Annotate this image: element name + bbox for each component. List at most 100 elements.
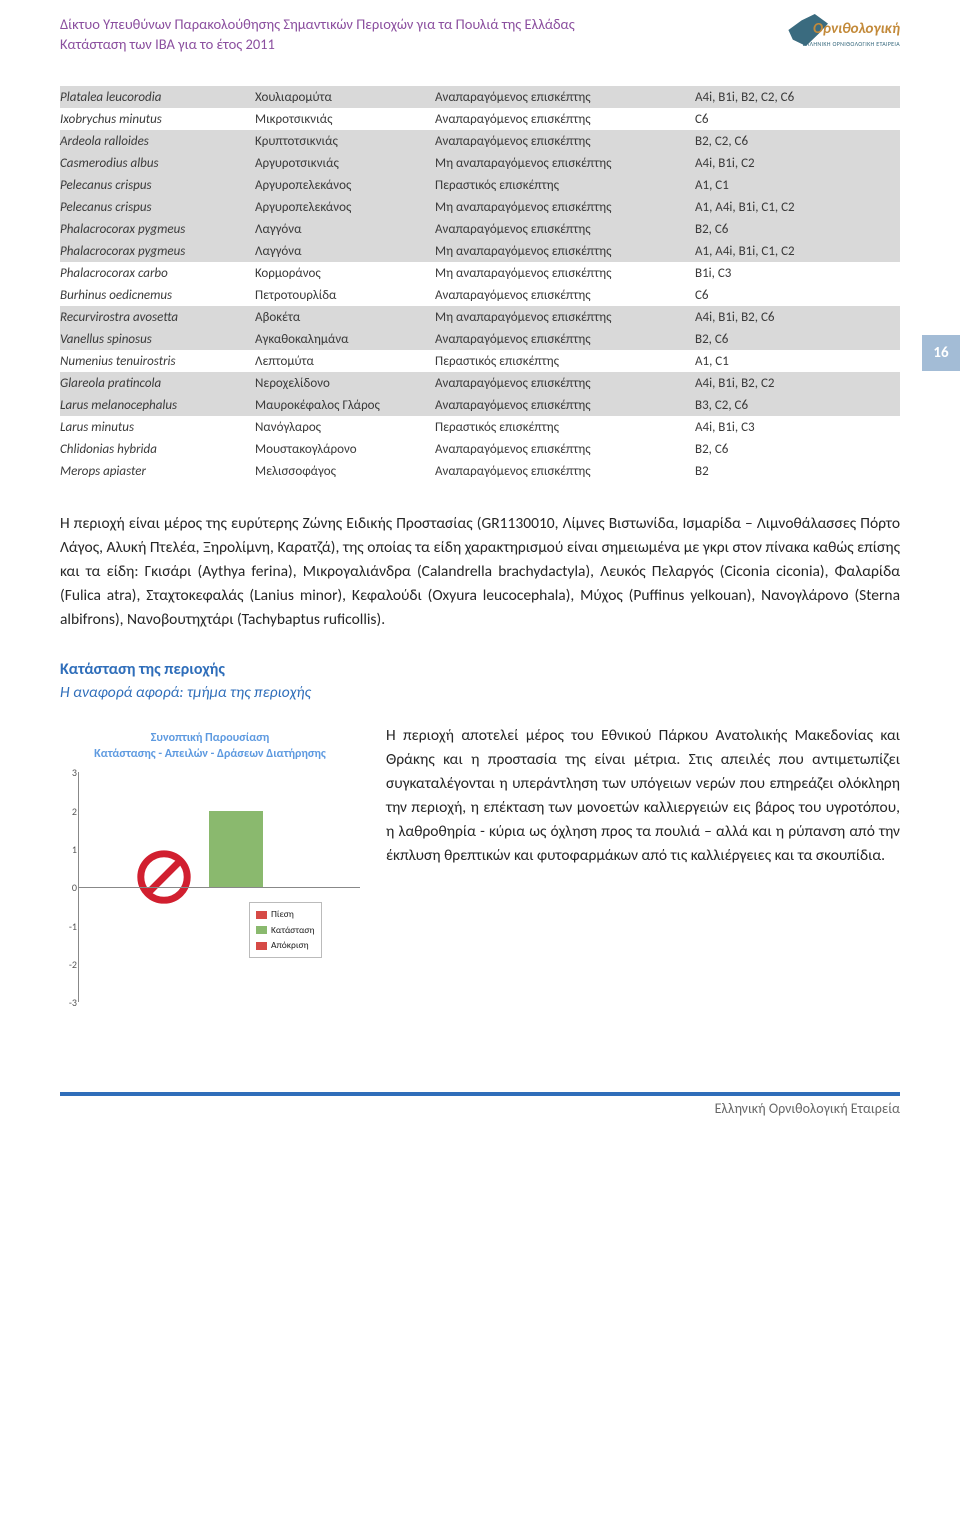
table-row: Platalea leucorodiaΧουλιαρομύταΑναπαραγό… bbox=[60, 86, 900, 108]
header-text: Δίκτυο Υπευθύνων Παρακολούθησης Σημαντικ… bbox=[60, 14, 575, 55]
cell-gr: Κορμοράνος bbox=[255, 262, 435, 284]
legend-label: Κατάσταση bbox=[271, 924, 315, 936]
cell-sci: Ixobrychus minutus bbox=[60, 108, 255, 130]
header-line-2: Κατάσταση των ΙΒΑ για το έτος 2011 bbox=[60, 34, 575, 54]
section-subheading: Η αναφορά αφορά: τμήμα της περιοχής bbox=[60, 683, 900, 702]
content: Platalea leucorodiaΧουλιαρομύταΑναπαραγό… bbox=[0, 66, 960, 1022]
cell-gr: Μελισσοφάγος bbox=[255, 460, 435, 482]
table-row: Phalacrocorax carboΚορμοράνοςΜη αναπαραγ… bbox=[60, 262, 900, 284]
cell-crit: B2, C2, C6 bbox=[695, 130, 900, 152]
legend-item: Κατάσταση bbox=[256, 923, 315, 938]
cell-crit: C6 bbox=[695, 108, 900, 130]
cell-gr: Αργυροπελεκάνος bbox=[255, 174, 435, 196]
chart-body: Πίεση Κατάσταση Απόκριση 3210-1-2-3 bbox=[78, 772, 360, 1002]
cell-gr: Αργυροπελεκάνος bbox=[255, 196, 435, 218]
cell-gr: Λαγγόνα bbox=[255, 218, 435, 240]
cell-stat: Περαστικός επισκέπτης bbox=[435, 416, 695, 438]
table-row: Pelecanus crispusΑργυροπελεκάνοςΜη αναπα… bbox=[60, 196, 900, 218]
legend-swatch bbox=[256, 942, 267, 950]
ytick-label: 1 bbox=[63, 843, 77, 856]
cell-gr: Μαυροκέφαλος Γλάρος bbox=[255, 394, 435, 416]
status-paragraph: Η περιοχή αποτελεί μέρος του Εθνικού Πάρ… bbox=[386, 724, 900, 1002]
x-axis bbox=[79, 887, 360, 888]
page-number-badge: 16 bbox=[922, 335, 960, 371]
table-row: Vanellus spinosusΑγκαθοκαλημάναΑναπαραγό… bbox=[60, 328, 900, 350]
cell-crit: B1i, C3 bbox=[695, 262, 900, 284]
legend-item: Απόκριση bbox=[256, 938, 315, 953]
ytick-label: -1 bbox=[63, 920, 77, 933]
table-row: Burhinus oedicnemusΠετροτουρλίδαΑναπαραγ… bbox=[60, 284, 900, 306]
footer: Ελληνική Ορνιθολογική Εταιρεία bbox=[60, 1092, 900, 1117]
page-header: Δίκτυο Υπευθύνων Παρακολούθησης Σημαντικ… bbox=[0, 0, 960, 66]
cell-sci: Casmerodius albus bbox=[60, 152, 255, 174]
cell-crit: A4i, B1i, B2, C2, C6 bbox=[695, 86, 900, 108]
chart-title-l2: Κατάστασης - Απειλών - Δράσεων Διατήρηση… bbox=[94, 747, 326, 761]
table-row: Phalacrocorax pygmeusΛαγγόναΜη αναπαραγό… bbox=[60, 240, 900, 262]
cell-sci: Larus melanocephalus bbox=[60, 394, 255, 416]
cell-crit: B2, C6 bbox=[695, 328, 900, 350]
cell-stat: Μη αναπαραγόμενος επισκέπτης bbox=[435, 196, 695, 218]
ytick-label: -2 bbox=[63, 958, 77, 971]
cell-crit: A4i, B1i, C2 bbox=[695, 152, 900, 174]
legend-swatch bbox=[256, 911, 267, 919]
logo-subtext: ΕΛΛΗΝΙΚΗ ΟΡΝΙΘΟΛΟΓΙΚΗ ΕΤΑΙΡΕΙΑ bbox=[803, 40, 900, 48]
summary-chart: Συνοπτική Παρουσίαση Κατάστασης - Απειλώ… bbox=[60, 724, 360, 1002]
table-row: Ardeola ralloidesΚρυπτοτσικνιάςΑναπαραγό… bbox=[60, 130, 900, 152]
cell-crit: A1, A4i, B1i, C1, C2 bbox=[695, 196, 900, 218]
cell-stat: Αναπαραγόμενος επισκέπτης bbox=[435, 108, 695, 130]
ytick-label: 0 bbox=[63, 881, 77, 894]
cell-gr: Νεροχελίδονο bbox=[255, 372, 435, 394]
legend-item: Πίεση bbox=[256, 907, 315, 922]
cell-stat: Μη αναπαραγόμενος επισκέπτης bbox=[435, 262, 695, 284]
cell-stat: Αναπαραγόμενος επισκέπτης bbox=[435, 438, 695, 460]
cell-sci: Vanellus spinosus bbox=[60, 328, 255, 350]
chart-bar bbox=[209, 811, 263, 888]
cell-stat: Μη αναπαραγόμενος επισκέπτης bbox=[435, 240, 695, 262]
cell-gr: Νανόγλαρος bbox=[255, 416, 435, 438]
lower-row: Συνοπτική Παρουσίαση Κατάστασης - Απειλώ… bbox=[60, 724, 900, 1002]
cell-stat: Αναπαραγόμενος επισκέπτης bbox=[435, 86, 695, 108]
cell-stat: Αναπαραγόμενος επισκέπτης bbox=[435, 218, 695, 240]
cell-stat: Αναπαραγόμενος επισκέπτης bbox=[435, 284, 695, 306]
logo: Ορνιθολογική ΕΛΛΗΝΙΚΗ ΟΡΝΙΘΟΛΟΓΙΚΗ ΕΤΑΙΡ… bbox=[780, 14, 900, 58]
cell-sci: Recurvirostra avosetta bbox=[60, 306, 255, 328]
table-row: Larus melanocephalusΜαυροκέφαλος ΓλάροςΑ… bbox=[60, 394, 900, 416]
legend-label: Απόκριση bbox=[271, 939, 309, 951]
cell-gr: Λεπτομύτα bbox=[255, 350, 435, 372]
cell-sci: Pelecanus crispus bbox=[60, 174, 255, 196]
cell-sci: Phalacrocorax pygmeus bbox=[60, 218, 255, 240]
cell-crit: A4i, B1i, B2, C6 bbox=[695, 306, 900, 328]
table-row: Recurvirostra avosettaΑβοκέταΜη αναπαραγ… bbox=[60, 306, 900, 328]
chart-title: Συνοπτική Παρουσίαση Κατάστασης - Απειλώ… bbox=[60, 724, 360, 772]
header-line-1: Δίκτυο Υπευθύνων Παρακολούθησης Σημαντικ… bbox=[60, 14, 575, 34]
cell-crit: B2, C6 bbox=[695, 438, 900, 460]
cell-stat: Αναπαραγόμενος επισκέπτης bbox=[435, 328, 695, 350]
cell-sci: Phalacrocorax carbo bbox=[60, 262, 255, 284]
cell-crit: A4i, B1i, C3 bbox=[695, 416, 900, 438]
table-row: Phalacrocorax pygmeusΛαγγόναΑναπαραγόμεν… bbox=[60, 218, 900, 240]
cell-stat: Αναπαραγόμενος επισκέπτης bbox=[435, 372, 695, 394]
cell-stat: Αναπαραγόμενος επισκέπτης bbox=[435, 460, 695, 482]
cell-stat: Αναπαραγόμενος επισκέπτης bbox=[435, 130, 695, 152]
cell-crit: A4i, B1i, B2, C2 bbox=[695, 372, 900, 394]
cell-sci: Burhinus oedicnemus bbox=[60, 284, 255, 306]
cell-stat: Περαστικός επισκέπτης bbox=[435, 174, 695, 196]
table-row: Numenius tenuirostrisΛεπτομύταΠεραστικός… bbox=[60, 350, 900, 372]
description-paragraph: Η περιοχή είναι μέρος της ευρύτερης Ζώνη… bbox=[60, 512, 900, 632]
cell-gr: Αγκαθοκαλημάνα bbox=[255, 328, 435, 350]
cell-crit: A1, A4i, B1i, C1, C2 bbox=[695, 240, 900, 262]
logo-text: Ορνιθολογική bbox=[813, 20, 900, 38]
section-heading: Κατάσταση της περιοχής bbox=[60, 660, 900, 679]
cell-stat: Περαστικός επισκέπτης bbox=[435, 350, 695, 372]
cell-sci: Ardeola ralloides bbox=[60, 130, 255, 152]
cell-stat: Αναπαραγόμενος επισκέπτης bbox=[435, 394, 695, 416]
cell-stat: Μη αναπαραγόμενος επισκέπτης bbox=[435, 152, 695, 174]
cell-gr: Μουστακογλάρονο bbox=[255, 438, 435, 460]
cell-gr: Μικροτσικνιάς bbox=[255, 108, 435, 130]
ytick-label: 3 bbox=[63, 766, 77, 779]
cell-sci: Platalea leucorodia bbox=[60, 86, 255, 108]
cell-crit: B2, C6 bbox=[695, 218, 900, 240]
cell-sci: Merops apiaster bbox=[60, 460, 255, 482]
cell-gr: Κρυπτοτσικνιάς bbox=[255, 130, 435, 152]
cell-sci: Larus minutus bbox=[60, 416, 255, 438]
